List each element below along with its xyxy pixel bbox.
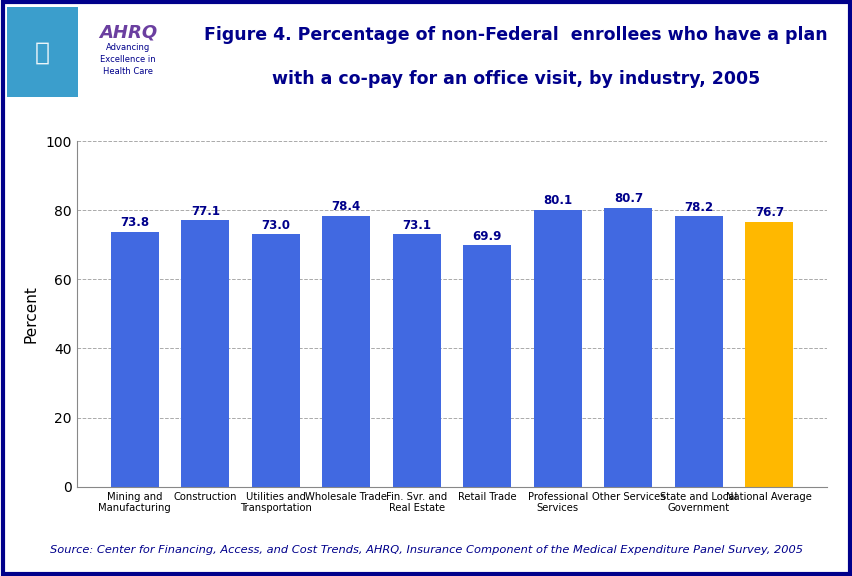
Text: 78.4: 78.4 xyxy=(331,200,360,213)
Text: 73.0: 73.0 xyxy=(261,219,290,232)
Text: Advancing
Excellence in
Health Care: Advancing Excellence in Health Care xyxy=(100,43,156,75)
Text: Figure 4. Percentage of non-Federal  enrollees who have a plan: Figure 4. Percentage of non-Federal enro… xyxy=(204,26,827,44)
Text: 73.8: 73.8 xyxy=(120,216,149,229)
Bar xyxy=(463,245,510,487)
Bar xyxy=(78,7,177,97)
Bar xyxy=(393,234,440,487)
Text: 69.9: 69.9 xyxy=(472,230,502,242)
Bar xyxy=(533,210,581,487)
Bar xyxy=(604,208,652,487)
Text: 80.7: 80.7 xyxy=(613,192,642,206)
Text: Source: Center for Financing, Access, and Cost Trends, AHRQ, Insurance Component: Source: Center for Financing, Access, an… xyxy=(50,545,802,555)
Text: 76.7: 76.7 xyxy=(754,206,783,219)
Text: 78.2: 78.2 xyxy=(683,201,712,214)
Text: AHRQ: AHRQ xyxy=(99,24,157,41)
Bar xyxy=(674,217,722,487)
Text: 80.1: 80.1 xyxy=(543,195,572,207)
Bar xyxy=(7,7,78,97)
Bar xyxy=(181,220,229,487)
Bar xyxy=(745,222,792,487)
Y-axis label: Percent: Percent xyxy=(24,285,38,343)
Bar xyxy=(111,232,158,487)
Text: 77.1: 77.1 xyxy=(191,205,220,218)
Bar xyxy=(322,216,370,487)
Text: 🦅: 🦅 xyxy=(35,40,50,64)
Bar xyxy=(251,234,299,487)
Text: with a co-pay for an office visit, by industry, 2005: with a co-pay for an office visit, by in… xyxy=(272,70,759,88)
Text: 73.1: 73.1 xyxy=(402,219,431,232)
